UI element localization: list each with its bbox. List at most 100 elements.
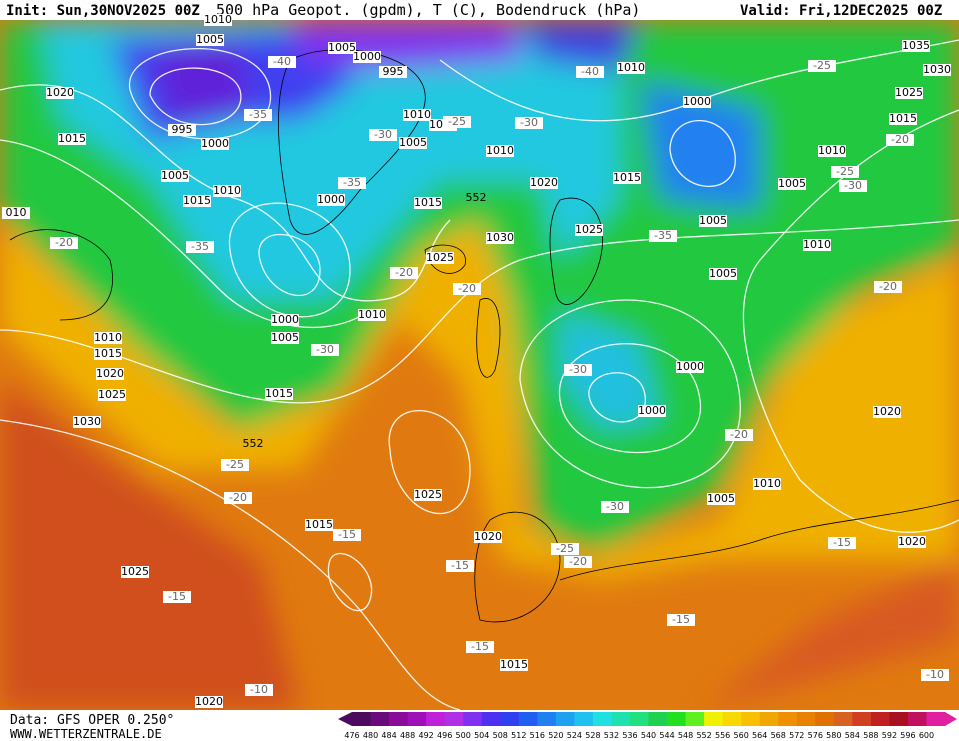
colorbar-swatch bbox=[926, 712, 946, 726]
pressure-label: 1020 bbox=[530, 176, 558, 189]
pressure-label-box bbox=[753, 478, 781, 490]
colorbar-label: 556 bbox=[715, 731, 730, 740]
temperature-label-box bbox=[886, 134, 914, 146]
pressure-label: 1015 bbox=[613, 171, 641, 184]
temperature-label: -15 bbox=[168, 590, 186, 603]
colorbar: 476 480 484 488 492 496 500 504 508 512 516 520 524 5… bbox=[338, 712, 957, 740]
temperature-label-box bbox=[369, 129, 397, 141]
pressure-label: 1020 bbox=[873, 405, 901, 418]
pressure-label: 1030 bbox=[923, 63, 951, 76]
pressure-label-box bbox=[889, 113, 917, 125]
temperature-label: -35 bbox=[654, 229, 672, 242]
pressure-label: 1030 bbox=[73, 415, 101, 428]
temperature-label-box bbox=[828, 537, 856, 549]
pressure-label-box bbox=[709, 268, 737, 280]
pressure-label-box bbox=[403, 109, 431, 121]
pressure-label: 1010 bbox=[403, 108, 431, 121]
colorbar-swatch bbox=[852, 712, 872, 726]
pressure-label: 1005 bbox=[778, 177, 806, 190]
colorbar-swatch bbox=[648, 712, 668, 726]
temperature-label-box bbox=[443, 116, 471, 128]
colorbar-arrow-left bbox=[338, 712, 352, 726]
pressure-label: 1015 bbox=[265, 387, 293, 400]
pressure-label-box bbox=[474, 531, 502, 543]
pressure-label: 1015 bbox=[58, 132, 86, 145]
pressure-label-box bbox=[46, 87, 74, 99]
colorbar-label: 492 bbox=[418, 731, 433, 740]
colorbar-swatch bbox=[592, 712, 612, 726]
pressure-label: 1010 bbox=[486, 144, 514, 157]
map-labels: 1010 1005 1020 995 1000 1015 1005 1010 1015 010 10… bbox=[2, 13, 951, 708]
pressure-label-box bbox=[699, 215, 727, 227]
pressure-label-box bbox=[2, 207, 30, 219]
pressure-label-box bbox=[617, 62, 645, 74]
pressure-label: 1025 bbox=[98, 388, 126, 401]
pressure-label: 1015 bbox=[889, 112, 917, 125]
temperature-label: -30 bbox=[520, 116, 538, 129]
pressure-label-box bbox=[803, 239, 831, 251]
temperature-label: -30 bbox=[316, 343, 334, 356]
pressure-label: 1000 bbox=[271, 313, 299, 326]
pressure-label: 1010 bbox=[204, 13, 232, 26]
height-label: 552 bbox=[466, 191, 487, 204]
temperature-label: -35 bbox=[191, 240, 209, 253]
pressure-label-box bbox=[676, 361, 704, 373]
temperature-label-box bbox=[564, 364, 592, 376]
colorbar-label: 572 bbox=[789, 731, 804, 740]
height-label: 552 bbox=[243, 437, 264, 450]
temperature-label: -40 bbox=[581, 65, 599, 78]
pressure-label-box bbox=[204, 14, 232, 26]
colorbar-label: 564 bbox=[752, 731, 767, 740]
temperature-label: -35 bbox=[343, 176, 361, 189]
colorbar-swatch bbox=[759, 712, 779, 726]
pressure-label: 1025 bbox=[426, 251, 454, 264]
pressure-label: 1005 bbox=[699, 214, 727, 227]
temperature-label-box bbox=[221, 459, 249, 471]
pressure-label-box bbox=[305, 519, 333, 531]
colorbar-swatch bbox=[833, 712, 853, 726]
temperature-label-box bbox=[333, 529, 361, 541]
colorbar-label: 576 bbox=[808, 731, 823, 740]
pressure-label-box bbox=[613, 172, 641, 184]
temperature-label-box bbox=[839, 180, 867, 192]
pressure-label: 1015 bbox=[500, 658, 528, 671]
temperature-label: -25 bbox=[836, 165, 854, 178]
pressure-label-box bbox=[399, 137, 427, 149]
colorbar-swatch bbox=[741, 712, 761, 726]
temperature-label: -20 bbox=[395, 266, 413, 279]
pressure-label: 1020 bbox=[474, 530, 502, 543]
colorbar-label: 476 bbox=[344, 731, 359, 740]
colorbar-label: 588 bbox=[863, 731, 878, 740]
pressure-label-box bbox=[530, 177, 558, 189]
temperature-label-box bbox=[874, 281, 902, 293]
colorbar-label: 560 bbox=[734, 731, 749, 740]
colorbar-label: 512 bbox=[511, 731, 526, 740]
pressure-label: 1010 bbox=[753, 477, 781, 490]
colorbar-swatch bbox=[815, 712, 835, 726]
pressure-label: 010 bbox=[6, 206, 27, 219]
colorbar-swatch bbox=[555, 712, 575, 726]
pressure-label-box bbox=[638, 405, 666, 417]
colorbar-swatch bbox=[407, 712, 427, 726]
temperature-label-box bbox=[564, 556, 592, 568]
pressure-label: 1035 bbox=[902, 39, 930, 52]
pressure-label-box bbox=[707, 493, 735, 505]
colorbar-swatch bbox=[611, 712, 631, 726]
pressure-label: 1015 bbox=[414, 196, 442, 209]
colorbar-label: 496 bbox=[437, 731, 452, 740]
pressure-label: 1025 bbox=[575, 223, 603, 236]
temperature-label: -20 bbox=[891, 133, 909, 146]
temperature-label-box bbox=[163, 591, 191, 603]
colorbar-swatch bbox=[629, 712, 649, 726]
temperature-label-box bbox=[338, 177, 366, 189]
temperature-label: -20 bbox=[229, 491, 247, 504]
pressure-label: 1010 bbox=[358, 308, 386, 321]
temperature-label: -20 bbox=[730, 428, 748, 441]
pressure-label-box bbox=[873, 406, 901, 418]
pressure-label: 995 bbox=[172, 123, 193, 136]
colorbar-label: 504 bbox=[474, 731, 489, 740]
temperature-label-box bbox=[311, 344, 339, 356]
pressure-label-box bbox=[161, 170, 189, 182]
pressure-label: 1020 bbox=[96, 367, 124, 380]
temperature-label: -20 bbox=[458, 282, 476, 295]
